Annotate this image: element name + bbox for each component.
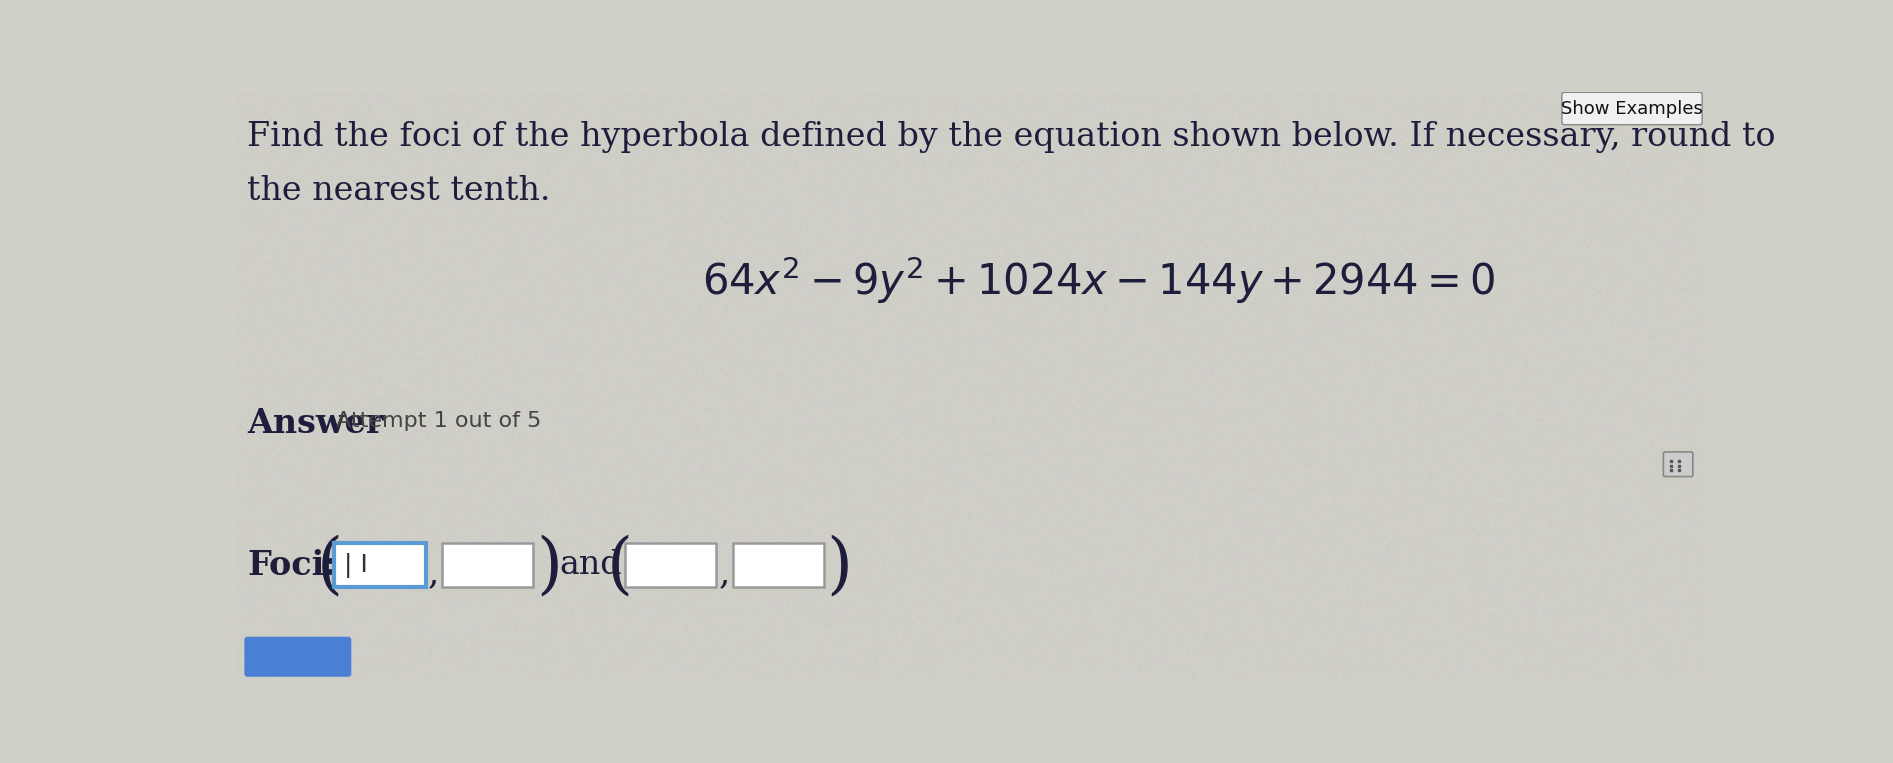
Text: and: and — [558, 549, 621, 581]
FancyBboxPatch shape — [244, 636, 352, 677]
Text: Find the foci of the hyperbola defined by the equation shown below. If necessary: Find the foci of the hyperbola defined b… — [248, 121, 1776, 153]
Text: ): ) — [536, 534, 562, 599]
FancyBboxPatch shape — [1562, 92, 1702, 124]
Text: Foci:: Foci: — [248, 549, 337, 581]
Bar — [625, 542, 716, 588]
Text: Attempt 1 out of 5: Attempt 1 out of 5 — [335, 411, 541, 431]
Text: (: ( — [608, 534, 632, 599]
Text: Show Examples: Show Examples — [1562, 99, 1704, 118]
Text: Answer: Answer — [248, 407, 384, 440]
Text: ,: , — [719, 555, 731, 590]
FancyBboxPatch shape — [1664, 452, 1692, 477]
Text: $64x^2 - 9y^2 + 1024x - 144y + 2944 = 0$: $64x^2 - 9y^2 + 1024x - 144y + 2944 = 0$ — [702, 254, 1495, 306]
Bar — [335, 542, 426, 588]
Text: the nearest tenth.: the nearest tenth. — [248, 175, 551, 207]
Bar — [733, 542, 823, 588]
Text: ,: , — [428, 555, 439, 590]
Text: | I: | I — [343, 552, 367, 578]
Bar — [441, 542, 534, 588]
Text: ): ) — [827, 534, 852, 599]
Text: (: ( — [316, 534, 343, 599]
